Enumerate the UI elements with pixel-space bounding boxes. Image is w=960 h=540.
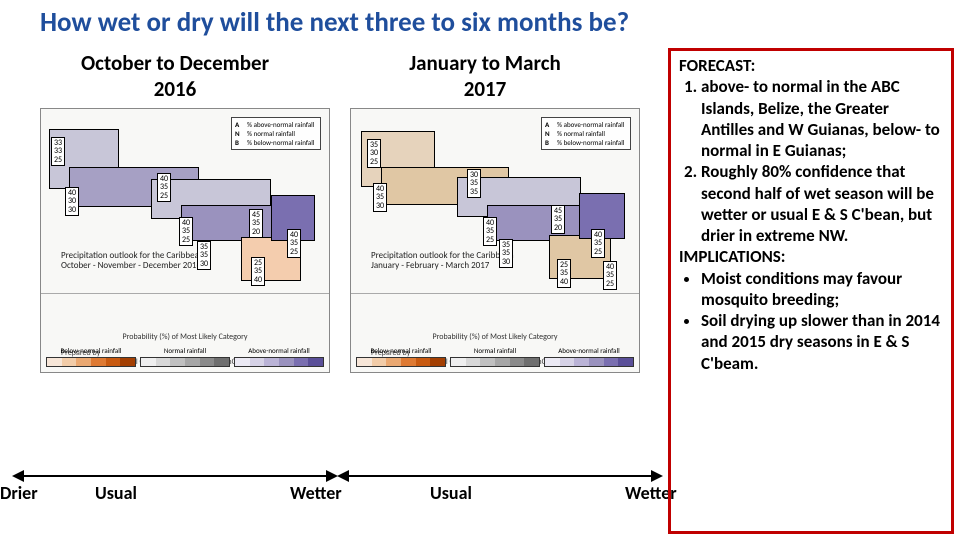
forecast-list: above- to normal in the ABC Islands, Bel…: [701, 76, 943, 246]
category-row-right: Below-normal rainfallNormal rainfallAbov…: [356, 346, 634, 367]
probability-title-left: Probability (%) of Most Likely Category: [46, 332, 324, 342]
page-title: How wet or dry will the next three to si…: [40, 6, 940, 39]
arrow-head-icon: [337, 470, 349, 482]
zone-label: 353025: [367, 139, 381, 168]
implications-item: Soil drying up slower than in 2014 and 2…: [701, 310, 943, 374]
probability-category: Below-normal rainfall: [356, 346, 446, 367]
probability-category: Normal rainfall: [140, 346, 230, 367]
probability-title-right: Probability (%) of Most Likely Category: [356, 332, 634, 342]
map-legend: A% above-normal rainfallN% normal rainfa…: [541, 117, 631, 150]
arrow-head-icon: [651, 470, 663, 482]
probability-category: Below-normal rainfall: [46, 346, 136, 367]
forecast-item: Roughly 80% confidence that second half …: [701, 161, 943, 246]
zone-label: 403525: [603, 261, 617, 290]
zone-label: 453520: [551, 205, 565, 234]
zone-label: 403530: [373, 183, 387, 212]
axis-label-usual2: Usual: [430, 482, 472, 504]
zone-label: 403525: [179, 217, 193, 246]
map-inner-right: A% above-normal rainfallN% normal rainfa…: [351, 109, 639, 294]
axis-label-wetter1: Wetter: [290, 482, 342, 504]
implications-item: Moist conditions may favour mosquito bre…: [701, 268, 943, 311]
zone-label: 403525: [287, 229, 301, 258]
zone-label: 303535: [467, 169, 481, 198]
zone-label: 253540: [251, 257, 265, 286]
forecast-heading: FORECAST:: [679, 55, 943, 76]
axis-label-usual1: Usual: [95, 482, 137, 504]
zone-label: 453520: [249, 209, 263, 238]
zone-label: 403525: [483, 217, 497, 246]
zone-label: 403525: [591, 229, 605, 258]
zone-label: 353530: [499, 239, 513, 268]
map-inner-left: A% above-normal rainfallN% normal rainfa…: [41, 109, 329, 294]
map-title-right: Precipitation outlook for the Caribbean …: [371, 251, 514, 271]
implications-list: Moist conditions may favour mosquito bre…: [701, 268, 943, 374]
range-arrow-right: [345, 475, 655, 477]
probability-category: Above-normal rainfall: [234, 346, 324, 367]
map-panel-left: A% above-normal rainfallN% normal rainfa…: [40, 108, 330, 373]
map-title-left: Precipitation outlook for the Caribbean …: [61, 251, 204, 271]
zone-label: 353530: [197, 241, 211, 270]
map-panel-right: A% above-normal rainfallN% normal rainfa…: [350, 108, 640, 373]
category-row-left: Below-normal rainfallNormal rainfallAbov…: [46, 346, 324, 367]
probability-category: Above-normal rainfall: [544, 346, 634, 367]
axis-label-drier1: Drier: [0, 482, 38, 504]
zone-label: 333325: [51, 137, 65, 166]
zone-label: 403030: [65, 187, 79, 216]
forecast-box: FORECAST: above- to normal in the ABC Is…: [668, 48, 954, 534]
probability-category: Normal rainfall: [450, 346, 540, 367]
zone-label: 253540: [557, 259, 571, 288]
map-legend: A% above-normal rainfallN% normal rainfa…: [231, 117, 321, 150]
arrow-head-icon: [12, 470, 24, 482]
zone-label: 403525: [157, 173, 171, 202]
implications-heading: IMPLICATIONS:: [679, 246, 943, 267]
panel-title-right: January to March 2017: [400, 50, 570, 102]
range-arrow-left: [20, 475, 330, 477]
forecast-item: above- to normal in the ABC Islands, Bel…: [701, 76, 943, 161]
panel-title-left: October to December 2016: [80, 50, 270, 102]
